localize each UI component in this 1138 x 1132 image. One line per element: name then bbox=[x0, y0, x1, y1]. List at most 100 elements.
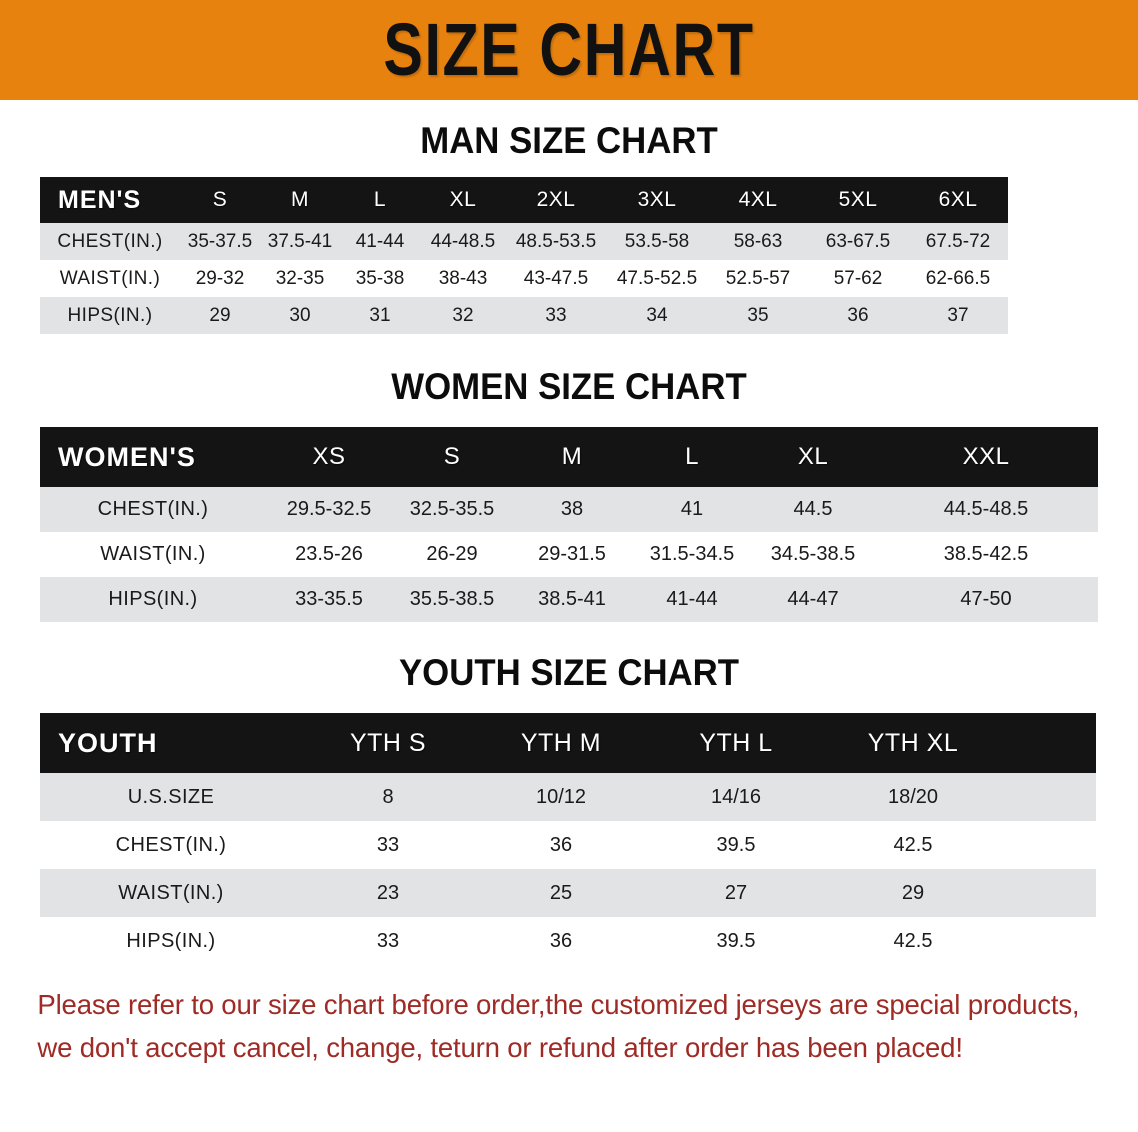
men-column-header-m: M bbox=[260, 177, 340, 223]
table-cell: 63-67.5 bbox=[808, 223, 908, 260]
table-cell: 36 bbox=[474, 821, 648, 869]
women-row-label-hips-in-: HIPS(IN.) bbox=[40, 577, 266, 622]
table-cell: 32 bbox=[420, 297, 506, 334]
youth-column-header-yth-xl: YTH XL bbox=[824, 713, 1002, 773]
youth-section-title: YOUTH SIZE CHART bbox=[398, 652, 740, 693]
men-column-header-l: L bbox=[340, 177, 420, 223]
table-cell: 8 bbox=[302, 773, 474, 821]
youth-table-corner-label: YOUTH bbox=[40, 713, 302, 773]
table-cell: 29 bbox=[180, 297, 260, 334]
women-section: WOMEN SIZE CHART bbox=[0, 368, 1138, 405]
table-cell: 29.5-32.5 bbox=[266, 487, 392, 532]
youth-table-header-row: YOUTH YTH S YTH M YTH L YTH XL bbox=[40, 713, 1096, 773]
youth-column-header-yth-m: YTH M bbox=[474, 713, 648, 773]
table-cell: 29 bbox=[824, 869, 1002, 917]
men-column-header-2xl: 2XL bbox=[506, 177, 606, 223]
table-cell: 44.5-48.5 bbox=[874, 487, 1098, 532]
table-cell: 33 bbox=[302, 821, 474, 869]
table-row: WAIST(IN.) 23.5-26 26-29 29-31.5 31.5-34.5 34… bbox=[40, 532, 1098, 577]
table-cell: 31.5-34.5 bbox=[632, 532, 752, 577]
men-column-header-xl: XL bbox=[420, 177, 506, 223]
men-table-header-row: MEN'S S M L XL 2XL 3XL 4XL 5XL 6XL bbox=[40, 177, 1008, 223]
table-cell: 44-47 bbox=[752, 577, 874, 622]
table-cell: 31 bbox=[340, 297, 420, 334]
table-cell: 53.5-58 bbox=[606, 223, 708, 260]
women-column-header-xxl: XXL bbox=[874, 427, 1098, 487]
table-cell: 33 bbox=[302, 917, 474, 965]
table-cell: 39.5 bbox=[648, 917, 824, 965]
table-cell: 30 bbox=[260, 297, 340, 334]
table-cell: 37.5-41 bbox=[260, 223, 340, 260]
women-size-table: WOMEN'S XS S M L XL XXL CHEST(IN.) 29.5-32.5 32.5… bbox=[40, 427, 1098, 622]
page-banner: SIZE CHART bbox=[0, 0, 1138, 100]
table-cell: 37 bbox=[908, 297, 1008, 334]
table-cell: 35 bbox=[708, 297, 808, 334]
table-row: HIPS(IN.) 29 30 31 32 33 34 35 36 37 bbox=[40, 297, 1008, 334]
table-cell: 36 bbox=[474, 917, 648, 965]
table-cell: 33 bbox=[506, 297, 606, 334]
table-cell: 44-48.5 bbox=[420, 223, 506, 260]
youth-row-label-waist-in-: WAIST(IN.) bbox=[40, 869, 302, 917]
women-table-corner-label: WOMEN'S bbox=[40, 427, 266, 487]
women-column-header-m: M bbox=[512, 427, 632, 487]
table-cell: 38 bbox=[512, 487, 632, 532]
table-cell: 35.5-38.5 bbox=[392, 577, 512, 622]
table-cell: 43-47.5 bbox=[506, 260, 606, 297]
youth-row-label-chest-in-: CHEST(IN.) bbox=[40, 821, 302, 869]
disclaimer-line-2: we don't accept cancel, change, teturn o… bbox=[37, 1032, 963, 1064]
youth-column-header-spacer bbox=[1002, 713, 1096, 773]
page-title: SIZE CHART bbox=[383, 8, 755, 91]
women-column-header-s: S bbox=[392, 427, 512, 487]
men-column-header-6xl: 6XL bbox=[908, 177, 1008, 223]
table-row: U.S.SIZE 8 10/12 14/16 18/20 bbox=[40, 773, 1096, 821]
table-cell: 48.5-53.5 bbox=[506, 223, 606, 260]
women-section-title: WOMEN SIZE CHART bbox=[391, 366, 747, 407]
table-row: HIPS(IN.) 33-35.5 35.5-38.5 38.5-41 41-44 44-… bbox=[40, 577, 1098, 622]
table-cell: 39.5 bbox=[648, 821, 824, 869]
table-cell: 34.5-38.5 bbox=[752, 532, 874, 577]
table-row: WAIST(IN.) 23 25 27 29 bbox=[40, 869, 1096, 917]
men-column-header-5xl: 5XL bbox=[808, 177, 908, 223]
youth-row-label-hips-in-: HIPS(IN.) bbox=[40, 917, 302, 965]
table-cell: 32-35 bbox=[260, 260, 340, 297]
men-column-header-s: S bbox=[180, 177, 260, 223]
men-column-header-4xl: 4XL bbox=[708, 177, 808, 223]
disclaimer-line-1: Please refer to our size chart before or… bbox=[37, 989, 1080, 1020]
youth-section: YOUTH SIZE CHART bbox=[0, 654, 1138, 691]
table-cell: 23.5-26 bbox=[266, 532, 392, 577]
men-size-table: MEN'S S M L XL 2XL 3XL 4XL 5XL 6XL CHEST(IN.) 35-37… bbox=[40, 177, 1008, 334]
table-cell: 42.5 bbox=[824, 821, 1002, 869]
table-cell-spacer bbox=[1002, 821, 1096, 869]
table-cell: 58-63 bbox=[708, 223, 808, 260]
table-cell: 41 bbox=[632, 487, 752, 532]
women-row-label-waist-in-: WAIST(IN.) bbox=[40, 532, 266, 577]
table-cell-spacer bbox=[1002, 773, 1096, 821]
youth-column-header-yth-s: YTH S bbox=[302, 713, 474, 773]
table-row: CHEST(IN.) 33 36 39.5 42.5 bbox=[40, 821, 1096, 869]
man-section: MAN SIZE CHART bbox=[0, 122, 1138, 159]
table-cell: 42.5 bbox=[824, 917, 1002, 965]
table-cell: 10/12 bbox=[474, 773, 648, 821]
table-cell: 29-31.5 bbox=[512, 532, 632, 577]
disclaimer: Please refer to our size chart before or… bbox=[0, 983, 1121, 1070]
youth-column-header-yth-l: YTH L bbox=[648, 713, 824, 773]
table-cell: 62-66.5 bbox=[908, 260, 1008, 297]
men-column-header-3xl: 3XL bbox=[606, 177, 708, 223]
table-cell: 47.5-52.5 bbox=[606, 260, 708, 297]
man-section-title: MAN SIZE CHART bbox=[420, 120, 718, 161]
table-cell: 23 bbox=[302, 869, 474, 917]
men-row-label-hips-in-: HIPS(IN.) bbox=[40, 297, 180, 334]
table-row: CHEST(IN.) 35-37.5 37.5-41 41-44 44-48.5 48.5… bbox=[40, 223, 1008, 260]
table-cell: 41-44 bbox=[632, 577, 752, 622]
table-cell: 52.5-57 bbox=[708, 260, 808, 297]
table-cell: 27 bbox=[648, 869, 824, 917]
women-table-header-row: WOMEN'S XS S M L XL XXL bbox=[40, 427, 1098, 487]
table-cell: 33-35.5 bbox=[266, 577, 392, 622]
table-cell: 41-44 bbox=[340, 223, 420, 260]
men-row-label-chest-in-: CHEST(IN.) bbox=[40, 223, 180, 260]
table-cell: 38.5-41 bbox=[512, 577, 632, 622]
table-row: CHEST(IN.) 29.5-32.5 32.5-35.5 38 41 44.5 44.5… bbox=[40, 487, 1098, 532]
youth-size-table: YOUTH YTH S YTH M YTH L YTH XL U.S.SIZE 8 10/12… bbox=[40, 713, 1096, 965]
women-row-label-chest-in-: CHEST(IN.) bbox=[40, 487, 266, 532]
table-cell: 14/16 bbox=[648, 773, 824, 821]
